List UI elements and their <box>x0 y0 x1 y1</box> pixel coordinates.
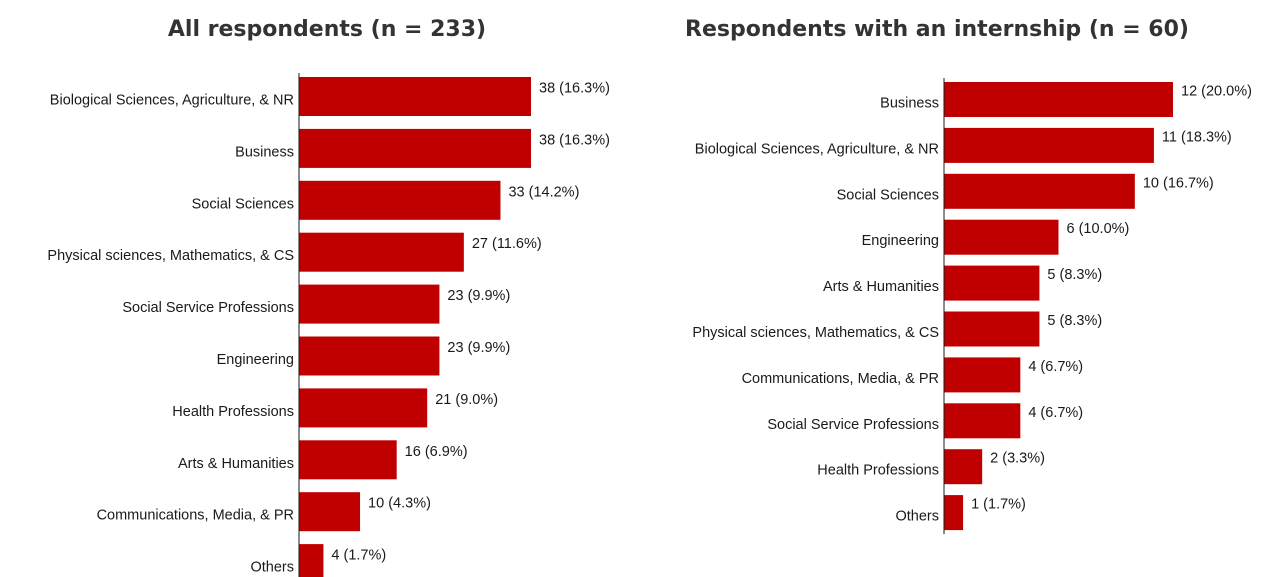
category-label: Health Professions <box>172 404 294 420</box>
data-label: 23 (9.9%) <box>447 340 510 356</box>
category-label: Engineering <box>862 233 939 249</box>
bar <box>944 449 983 485</box>
data-label: 16 (6.9%) <box>405 444 468 460</box>
category-label: Physical sciences, Mathematics, & CS <box>47 248 294 264</box>
bar <box>944 219 1059 255</box>
category-label: Biological Sciences, Agriculture, & NR <box>695 141 939 157</box>
category-label: Arts & Humanities <box>823 279 939 295</box>
data-label: 6 (10.0%) <box>1067 221 1130 237</box>
data-label: 33 (14.2%) <box>508 184 579 200</box>
bar <box>299 388 428 428</box>
bar <box>944 82 1173 117</box>
data-label: 11 (18.3%) <box>1162 129 1232 145</box>
data-label: 27 (11.6%) <box>472 236 542 252</box>
data-label: 2 (3.3%) <box>990 451 1045 467</box>
category-label: Communications, Media, & PR <box>742 371 939 387</box>
category-label: Others <box>895 509 939 525</box>
chart-panel-1: All respondents (n = 233) Biological Scie… <box>47 17 610 577</box>
data-label: 38 (16.3%) <box>539 132 610 148</box>
category-label: Engineering <box>217 352 294 368</box>
category-label: Social Service Professions <box>122 300 294 316</box>
category-label: Business <box>235 144 294 160</box>
chart-title: Respondents with an internship (n = 60) <box>685 17 1189 42</box>
bar <box>299 440 397 480</box>
data-label: 1 (1.7%) <box>971 497 1026 513</box>
category-label: Physical sciences, Mathematics, & CS <box>692 325 939 341</box>
category-label: Social Sciences <box>837 187 939 203</box>
bar <box>299 544 324 577</box>
bar <box>299 284 440 324</box>
bar <box>944 357 1021 393</box>
bar <box>299 180 501 220</box>
chart-panel-2: Respondents with an internship (n = 60) B… <box>685 17 1252 535</box>
category-label: Others <box>250 560 294 576</box>
bar <box>944 311 1040 347</box>
bar <box>944 265 1040 301</box>
category-label: Communications, Media, & PR <box>97 508 294 524</box>
data-label: 4 (6.7%) <box>1028 405 1083 421</box>
data-label: 5 (8.3%) <box>1047 313 1102 329</box>
data-label: 12 (20.0%) <box>1181 84 1252 100</box>
bar <box>299 492 361 532</box>
data-label: 23 (9.9%) <box>447 288 510 304</box>
data-label: 10 (16.7%) <box>1143 175 1214 191</box>
category-label: Social Sciences <box>192 196 294 212</box>
bar <box>299 232 464 272</box>
data-label: 38 (16.3%) <box>539 81 610 97</box>
bar <box>944 173 1135 209</box>
chart-title: All respondents (n = 233) <box>168 17 486 42</box>
bar <box>944 495 964 531</box>
category-label: Biological Sciences, Agriculture, & NR <box>50 93 294 109</box>
data-label: 4 (6.7%) <box>1028 359 1083 375</box>
bar <box>299 336 440 376</box>
data-label: 4 (1.7%) <box>331 548 386 564</box>
category-label: Social Service Professions <box>767 417 939 433</box>
data-label: 10 (4.3%) <box>368 496 431 512</box>
category-label: Health Professions <box>817 463 939 479</box>
bar <box>944 127 1154 163</box>
bar <box>299 128 531 168</box>
data-label: 21 (9.0%) <box>435 392 498 408</box>
bar <box>944 403 1021 439</box>
category-label: Arts & Humanities <box>178 456 294 472</box>
data-label: 5 (8.3%) <box>1047 267 1102 283</box>
category-label: Business <box>880 96 939 112</box>
bar <box>299 77 531 116</box>
